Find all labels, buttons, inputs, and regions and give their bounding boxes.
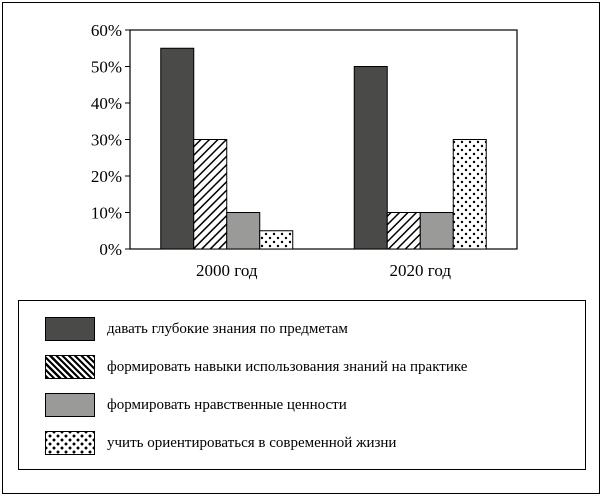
y-tick-label: 60% (91, 21, 122, 40)
legend-swatch-solid-dark (45, 317, 95, 341)
bar-solid-dark (353, 66, 388, 250)
y-tick-label: 0% (99, 240, 122, 259)
y-tick-label: 10% (91, 204, 122, 223)
bar-diagonal-hatch (193, 139, 228, 250)
bar-solid-gray (226, 212, 261, 250)
legend-item-practical-skills: формировать навыки использования знаний … (45, 355, 467, 379)
legend-item-deep-knowledge: давать глубокие знания по предметам (45, 317, 348, 341)
legend-swatch-diagonal-hatch (45, 355, 95, 379)
y-tick-label: 30% (91, 131, 122, 150)
legend-swatch-solid-gray (45, 393, 95, 417)
legend-label: формировать нравственные ценности (107, 396, 347, 413)
legend-label: учить ориентироваться в современной жизн… (107, 434, 397, 451)
legend-item-moral-values: формировать нравственные ценности (45, 393, 347, 417)
bar-diagonal-hatch (386, 212, 421, 250)
y-tick-label: 50% (91, 58, 122, 77)
bar-solid-gray (419, 212, 454, 250)
bar-dots (259, 230, 294, 250)
x-tick-label: 2000 год (196, 261, 258, 280)
legend-label: формировать навыки использования знаний … (107, 358, 468, 375)
legend-item-modern-life: учить ориентироваться в современной жизн… (45, 431, 396, 455)
figure-frame (2, 2, 600, 494)
legend-label: давать глубокие знания по предметам (107, 320, 348, 337)
y-tick-label: 20% (91, 167, 122, 186)
x-tick-label: 2020 год (390, 261, 452, 280)
legend-swatch-dots (45, 431, 95, 455)
bar-solid-dark (160, 47, 195, 250)
y-tick-label: 40% (91, 94, 122, 113)
chart-plot: 0% 10% 20% 30% 40% 50% 60% 2000 год 2020 год (91, 21, 518, 280)
bar-dots (452, 139, 487, 250)
chart-legend: давать глубокие знания по предметам форм… (18, 300, 586, 470)
